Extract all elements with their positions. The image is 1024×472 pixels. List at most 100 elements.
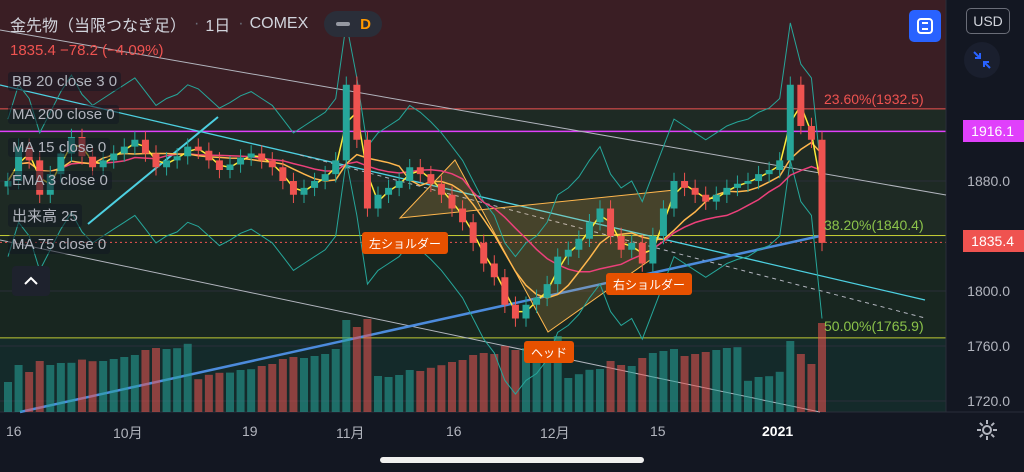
interval-label[interactable]: 1日 bbox=[205, 18, 231, 35]
x-tick-19: 19 bbox=[242, 423, 258, 439]
volume-bar bbox=[818, 323, 826, 412]
ma-15-line bbox=[7, 141, 823, 299]
volume-bar bbox=[278, 359, 287, 412]
volume-bar bbox=[574, 374, 583, 412]
home-indicator bbox=[380, 457, 644, 463]
chart-header: 金先物（当限つなぎ足） · 1日 · COMEX D bbox=[10, 11, 383, 37]
volume-bar bbox=[395, 375, 404, 412]
volume-bar bbox=[310, 356, 319, 412]
indicator-bb[interactable]: BB 20 close 3 0 bbox=[8, 72, 122, 91]
candle-body bbox=[311, 181, 319, 188]
volume-bar bbox=[204, 374, 213, 412]
y-tick-1880: 1880.0 bbox=[967, 173, 1010, 189]
candle-body bbox=[797, 84, 805, 126]
candle-body bbox=[786, 84, 794, 161]
volume-bar bbox=[691, 354, 700, 412]
volume-bar bbox=[786, 341, 795, 412]
chart-type-toggle[interactable]: D bbox=[324, 11, 383, 37]
price-change: 1835.4 −78.2 (−4.09%) bbox=[10, 42, 164, 59]
volume-bar bbox=[765, 376, 774, 412]
x-tick-oct: 10月 bbox=[113, 425, 143, 441]
candle-body bbox=[691, 187, 699, 195]
indicator-ma15[interactable]: MA 15 close 0 bbox=[8, 138, 111, 157]
candle-body bbox=[173, 156, 181, 161]
volume-bar bbox=[638, 358, 647, 412]
candle-body bbox=[289, 181, 297, 195]
volume-bar bbox=[130, 355, 139, 412]
volume-bar bbox=[120, 357, 129, 412]
candle-body bbox=[575, 238, 583, 250]
candle-body bbox=[638, 242, 646, 264]
volume-bar bbox=[226, 372, 234, 412]
volume-bar bbox=[67, 362, 76, 412]
candle-body bbox=[543, 284, 551, 298]
volume-bar bbox=[162, 349, 171, 412]
collapse-legend-button[interactable] bbox=[12, 266, 50, 296]
volume-bar bbox=[35, 361, 44, 412]
indicator-ma75[interactable]: MA 75 close 0 bbox=[8, 235, 111, 254]
candle-body bbox=[649, 236, 657, 264]
volume-bar bbox=[511, 350, 520, 412]
volume-bar bbox=[426, 367, 435, 412]
indicator-ema3[interactable]: EMA 3 close 0 bbox=[8, 171, 112, 190]
candle-body bbox=[120, 146, 128, 154]
volume-bar bbox=[659, 351, 668, 412]
volume-bar bbox=[363, 319, 372, 412]
volume-bar bbox=[173, 348, 182, 412]
candle-body bbox=[554, 256, 562, 285]
y-tick-1720: 1720.0 bbox=[967, 393, 1010, 409]
candle-body bbox=[564, 249, 572, 257]
shrink-button[interactable] bbox=[964, 42, 1000, 78]
volume-bar bbox=[109, 359, 118, 412]
indicator-ma200[interactable]: MA 200 close 0 bbox=[8, 105, 119, 124]
volume-bar bbox=[78, 359, 86, 412]
volume-bar bbox=[384, 377, 393, 412]
fullscreen-button[interactable] bbox=[909, 10, 941, 42]
volume-bar bbox=[236, 370, 245, 412]
indicator-volume[interactable]: 出来高 25 bbox=[8, 204, 82, 227]
ma-200-line bbox=[7, 152, 823, 273]
candle-body bbox=[416, 167, 424, 175]
candle-body bbox=[141, 139, 149, 154]
volume-bar bbox=[331, 349, 340, 412]
volume-bar bbox=[627, 366, 636, 412]
x-tick-dec: 12月 bbox=[540, 425, 570, 441]
volume-bar bbox=[14, 365, 23, 412]
x-tick-16: 16 bbox=[6, 423, 22, 439]
volume-bar bbox=[775, 371, 784, 412]
volume-bar bbox=[300, 358, 308, 412]
symbol-name[interactable]: 金先物（当限つなぎ足） bbox=[10, 18, 187, 35]
candle-body bbox=[152, 153, 160, 168]
candle-body bbox=[406, 167, 414, 181]
volume-bar bbox=[490, 354, 499, 412]
candle-body bbox=[480, 242, 488, 264]
candle-body bbox=[511, 304, 519, 319]
volume-bar bbox=[448, 362, 456, 412]
volume-bar bbox=[247, 369, 256, 412]
volume-bar bbox=[152, 348, 160, 412]
candle-body bbox=[755, 174, 763, 181]
current-price-label: 1835.4 bbox=[963, 230, 1024, 252]
volume-bar bbox=[46, 365, 55, 412]
dash-icon bbox=[335, 22, 350, 26]
volume-bar bbox=[141, 350, 150, 412]
x-tick-16b: 16 bbox=[446, 423, 462, 439]
fib-level-382: 38.20%(1840.4) bbox=[824, 217, 924, 233]
volume-bar bbox=[712, 350, 721, 412]
settings-button[interactable] bbox=[975, 418, 999, 442]
candle-body bbox=[501, 277, 509, 305]
candle-body bbox=[215, 160, 223, 170]
candle-body bbox=[776, 160, 784, 170]
candle-body bbox=[628, 242, 636, 250]
fib-level-236: 23.60%(1932.5) bbox=[824, 91, 924, 107]
fib-level-500: 50.00%(1765.9) bbox=[824, 318, 924, 334]
candle-body bbox=[607, 208, 615, 236]
right-shoulder-label: 右ショルダー bbox=[606, 273, 693, 295]
currency-button[interactable]: USD bbox=[966, 8, 1010, 34]
candle-body bbox=[427, 174, 435, 184]
trend-line-dashed bbox=[299, 154, 926, 319]
candle-body bbox=[712, 194, 720, 202]
volume-bar bbox=[289, 357, 298, 412]
